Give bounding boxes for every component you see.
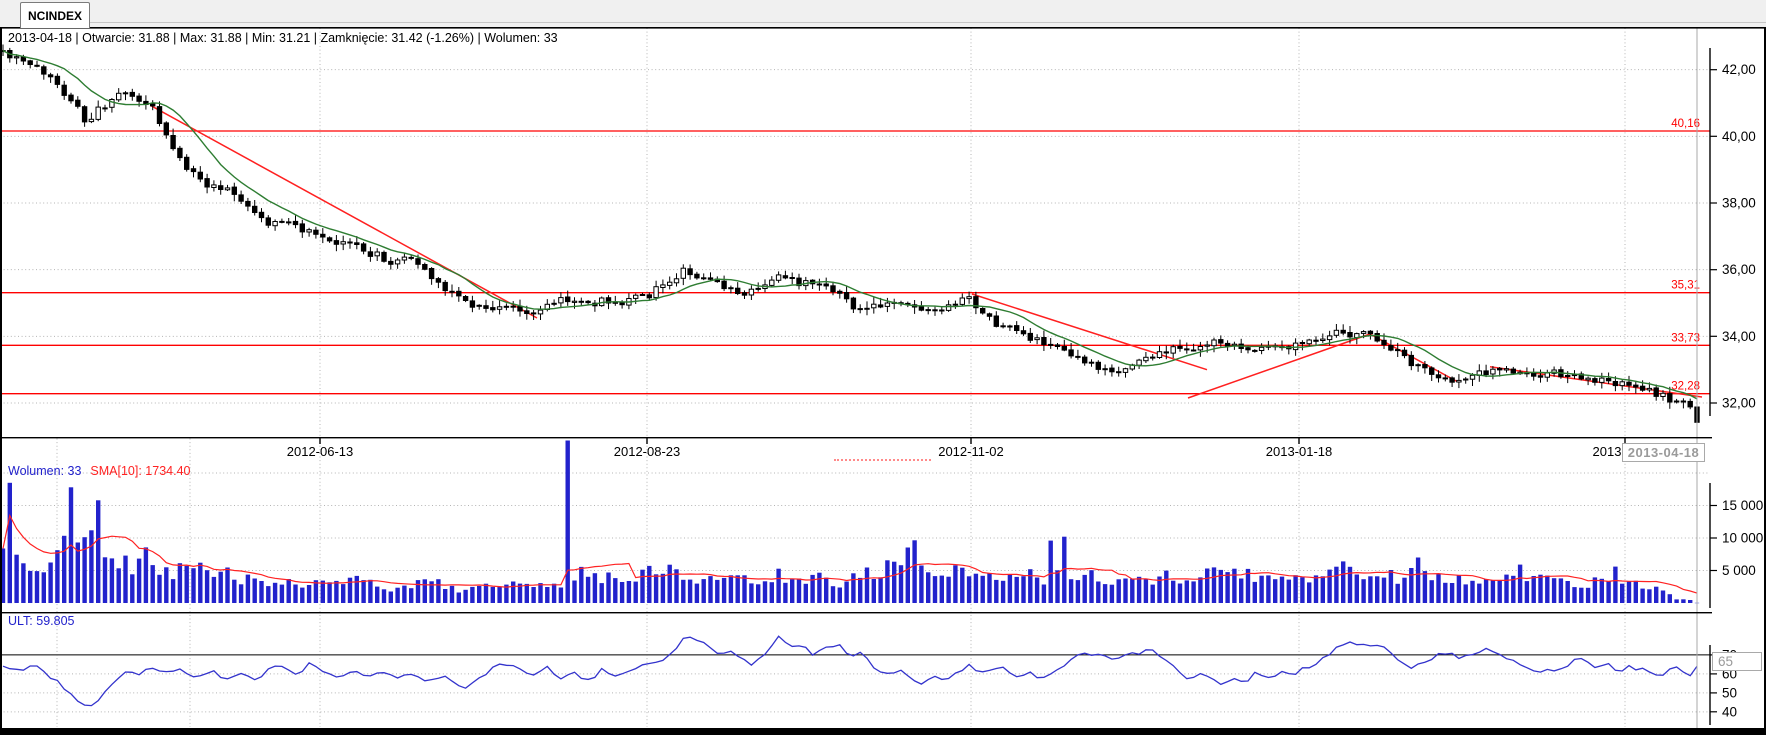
support-resistance-levels: 40,16 35,31 33,73 32,28	[0, 118, 1710, 395]
current-date-text: 2013-04-18	[1627, 445, 1700, 460]
volume-gridlines	[0, 472, 1710, 571]
x-axis-tick-label: 2012-11-02	[938, 444, 1004, 459]
volume-value-label: Wolumen: 33	[8, 464, 82, 478]
price-tick-label: 42,00	[1722, 62, 1756, 77]
x-axis-tick-label: 2013-01-18	[1265, 444, 1333, 459]
price-tick-label: 40,00	[1722, 129, 1756, 144]
x-axis-tick-label: 2012-08-23	[613, 444, 681, 459]
trendlines[interactable]	[150, 105, 1703, 399]
current-date-box: 2013-04-18	[1622, 443, 1705, 462]
level-label: 40,16	[1671, 118, 1700, 130]
volume-tick-label: 5 000	[1722, 563, 1756, 578]
ohlc-info-text: 2013-04-18 | Otwarcie: 31.88 | Max: 31.8…	[8, 31, 558, 45]
price-axis: 42,00 40,00 38,00 36,00 34,00 32,00	[1709, 48, 1756, 416]
level-label: 35,31	[1671, 280, 1700, 292]
tabstrip-divider	[89, 22, 1766, 23]
volume-tick-label: 15 000	[1722, 498, 1763, 513]
price-tick-label: 36,00	[1722, 262, 1756, 277]
window-frame	[0, 27, 1766, 735]
red-dotted-marker	[834, 459, 931, 461]
ult-axis-value-text: 65	[1718, 654, 1734, 669]
panel-separators	[0, 437, 1712, 614]
tab-ncindex[interactable]: NCINDEX	[20, 2, 90, 28]
ult-axis-value-box: 65	[1712, 652, 1762, 671]
ult-tick-label: 50	[1722, 685, 1737, 700]
volume-panel-header: Wolumen: 33 SMA[10]: 1734.40	[8, 464, 191, 478]
price-tick-label: 32,00	[1722, 396, 1756, 411]
ult-value-label: ULT: 59.805	[8, 614, 75, 628]
ohlc-info-bar: 2013-04-18 | Otwarcie: 31.88 | Max: 31.8…	[8, 31, 558, 45]
price-tick-label: 34,00	[1722, 329, 1756, 344]
x-axis-tick-label: 2012-06-13	[286, 444, 354, 459]
ult-tick-label: 40	[1722, 704, 1737, 719]
volume-tick-label: 10 000	[1722, 531, 1763, 546]
level-label: 32,28	[1671, 381, 1700, 393]
price-tick-label: 38,00	[1722, 196, 1756, 211]
ult-line	[2, 635, 1698, 707]
volume-axis: 15 000 10 000 5 000	[1709, 483, 1763, 608]
volume-bars	[0, 440, 1700, 604]
ult-panel-header: ULT: 59.805	[8, 614, 74, 628]
sma-price-line	[2, 49, 1698, 400]
level-label: 33,73	[1671, 332, 1700, 344]
volume-sma-line	[2, 513, 1698, 594]
tab-label: NCINDEX	[27, 8, 82, 23]
ult-gridlines	[0, 673, 1710, 713]
tab-bar: NCINDEX	[0, 0, 1766, 28]
date-tick-marks	[319, 437, 1626, 444]
candlestick-series	[0, 44, 1700, 430]
x-axis-tick-label: 2013	[1592, 444, 1622, 459]
date-gridlines	[56, 28, 1626, 727]
volume-sma-label: SMA[10]: 1734.40	[90, 464, 191, 478]
price-gridlines	[0, 69, 1710, 404]
